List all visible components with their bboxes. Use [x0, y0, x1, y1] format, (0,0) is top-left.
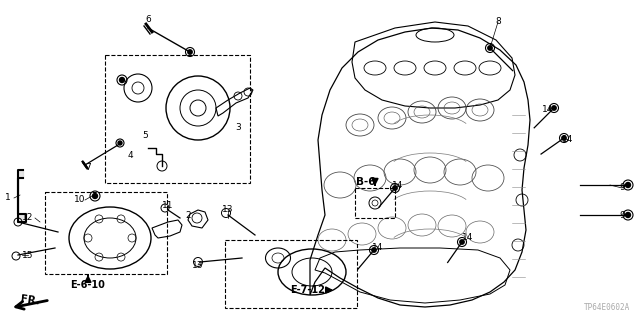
Bar: [105, 55, 250, 183]
Text: 14: 14: [372, 244, 384, 252]
Bar: [45, 192, 167, 274]
Circle shape: [393, 186, 397, 190]
Text: 9: 9: [619, 211, 625, 220]
Circle shape: [188, 50, 192, 54]
Circle shape: [93, 194, 97, 198]
Circle shape: [488, 46, 492, 50]
Text: 4: 4: [127, 150, 133, 159]
Text: 6: 6: [145, 15, 151, 25]
Text: TP64E0602A: TP64E0602A: [584, 303, 630, 312]
Text: E-6-10: E-6-10: [70, 280, 106, 290]
Text: 14: 14: [542, 106, 554, 115]
Text: 13: 13: [192, 260, 204, 269]
Text: 13: 13: [222, 205, 234, 214]
Text: 1: 1: [5, 194, 11, 203]
Text: 8: 8: [495, 18, 501, 27]
Circle shape: [118, 141, 122, 145]
Text: 11: 11: [163, 201, 173, 210]
Text: E-7-12: E-7-12: [291, 285, 325, 295]
Text: 7: 7: [85, 164, 91, 172]
Polygon shape: [18, 170, 26, 222]
Text: 14: 14: [462, 234, 474, 243]
Circle shape: [120, 77, 125, 83]
Bar: [355, 188, 395, 218]
Text: 14: 14: [563, 135, 573, 145]
Circle shape: [562, 136, 566, 140]
Text: FR.: FR.: [19, 294, 40, 306]
Bar: [225, 240, 357, 308]
Circle shape: [625, 182, 630, 188]
Text: 5: 5: [142, 131, 148, 140]
Text: 10: 10: [74, 196, 86, 204]
Text: 14: 14: [392, 180, 404, 189]
Text: B-6: B-6: [356, 177, 376, 187]
Circle shape: [552, 106, 556, 110]
Text: 15: 15: [22, 251, 34, 260]
Text: 9: 9: [619, 183, 625, 193]
Circle shape: [460, 240, 464, 244]
Text: 12: 12: [22, 213, 34, 222]
Text: 2: 2: [185, 211, 191, 220]
Circle shape: [372, 248, 376, 252]
Circle shape: [625, 212, 630, 218]
Text: 3: 3: [235, 124, 241, 132]
